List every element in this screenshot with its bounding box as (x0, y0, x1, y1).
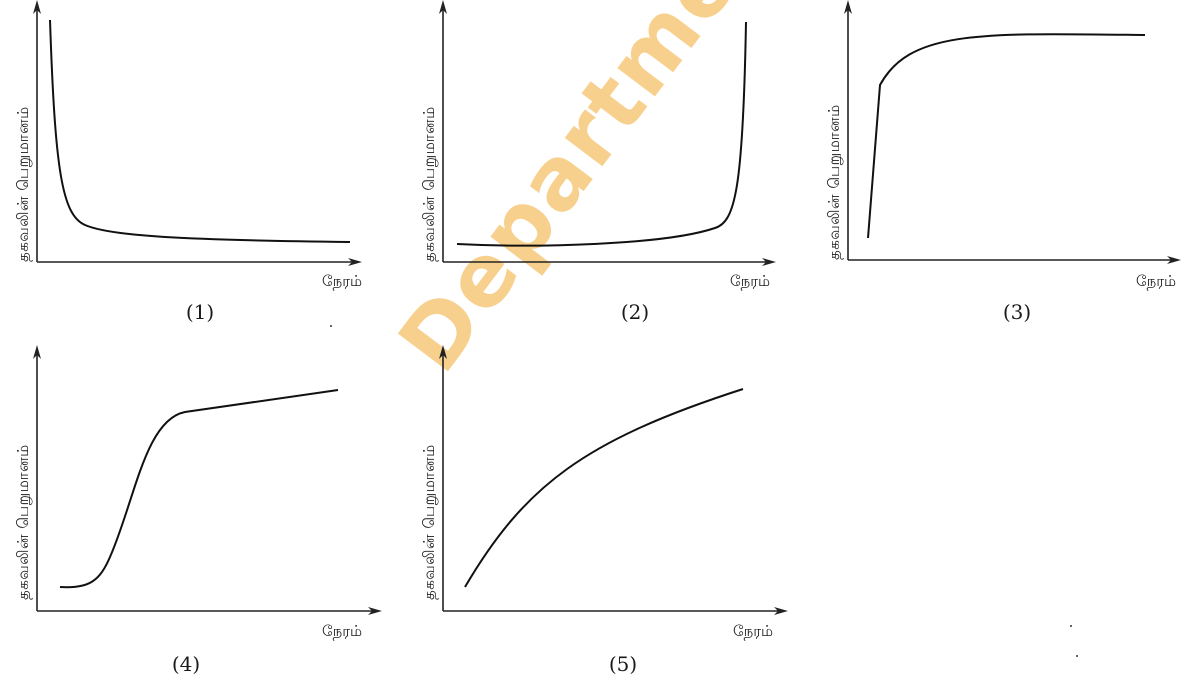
value-curve (867, 33, 1146, 239)
x-axis-label: நேரம் (730, 272, 771, 290)
stray-dot (330, 325, 332, 327)
graph-panel-1: தகவலின் பெறுமானம் நேரம் (1) (0, 0, 400, 340)
graph-panel-3: தகவலின் பெறுமானம் நேரம் (3) (820, 0, 1203, 340)
graph-2-plot (439, 0, 776, 266)
graph-caption: (5) (608, 652, 638, 676)
graph-caption: (1) (185, 300, 215, 324)
graph-caption: (3) (1002, 300, 1032, 324)
y-axis-arrow (33, 345, 41, 359)
stray-dot (1076, 655, 1078, 657)
graph-panel-5: தகவலின் பெறுமானம் நேரம் (5) (415, 345, 815, 686)
value-curve (59, 389, 339, 589)
x-axis-label: நேரம் (322, 272, 363, 290)
x-axis-arrow (348, 258, 362, 266)
value-curve (49, 19, 351, 243)
x-axis-label: நேரம் (1136, 272, 1177, 290)
graph-1-plot (33, 0, 362, 266)
x-axis-arrow (368, 607, 382, 615)
y-axis-arrow (439, 0, 447, 14)
stray-dot (1070, 625, 1072, 627)
graph-3-plot (844, 0, 1181, 264)
value-curve (464, 388, 744, 588)
x-axis-label: நேரம் (322, 622, 363, 640)
y-axis-arrow (844, 0, 852, 14)
y-axis-label: தகவலின் பெறுமானம் (14, 106, 32, 262)
graph-5-plot (439, 345, 788, 615)
x-axis-arrow (1167, 256, 1181, 264)
x-axis-arrow (762, 258, 776, 266)
y-axis-arrow (439, 345, 447, 359)
graph-panel-4: தகவலின் பெறுமானம் நேரம் (4) (0, 345, 400, 686)
y-axis-arrow (33, 0, 41, 14)
y-axis-label: தகவலின் பெறுமானம் (420, 106, 438, 262)
y-axis-label: தகவலின் பெறுமானம் (420, 444, 438, 600)
value-curve (456, 21, 747, 247)
y-axis-label: தகவலின் பெறுமானம் (825, 104, 843, 260)
graph-caption: (4) (171, 652, 201, 676)
graph-caption: (2) (620, 300, 650, 324)
y-axis-label: தகவலின் பெறுமானம் (14, 444, 32, 600)
graph-4-plot (33, 345, 382, 615)
x-axis-label: நேரம் (733, 622, 774, 640)
graph-panel-2: தகவலின் பெறுமானம் நேரம் (2) (415, 0, 815, 340)
x-axis-arrow (774, 607, 788, 615)
